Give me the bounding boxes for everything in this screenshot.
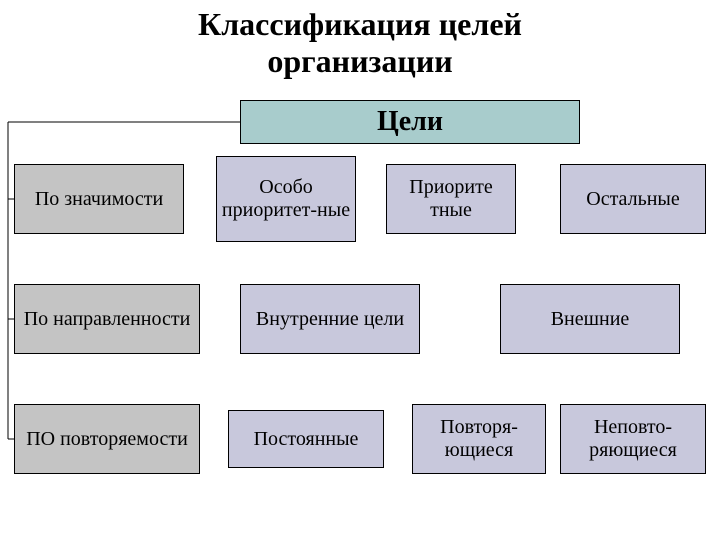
category-label-2: ПО повторяемости — [14, 404, 200, 474]
root-box: Цели — [240, 100, 580, 144]
category-1-child-0: Внутренние цели — [240, 284, 420, 354]
title-line-1: Классификация целей — [198, 6, 522, 42]
category-label-1: По направленности — [14, 284, 200, 354]
category-1-child-1: Внешние — [500, 284, 680, 354]
category-label-0: По значимости — [14, 164, 184, 234]
page-title: Классификация целей организации — [0, 6, 720, 80]
category-2-child-1: Повторя-ющиеся — [412, 404, 546, 474]
category-0-child-0: Особо приоритет-ные — [216, 156, 356, 242]
category-0-child-2: Остальные — [560, 164, 706, 234]
category-0-child-1: Приорите тные — [386, 164, 516, 234]
title-line-2: организации — [267, 43, 452, 79]
category-2-child-2: Неповто-ряющиеся — [560, 404, 706, 474]
category-2-child-0: Постоянные — [228, 410, 384, 468]
